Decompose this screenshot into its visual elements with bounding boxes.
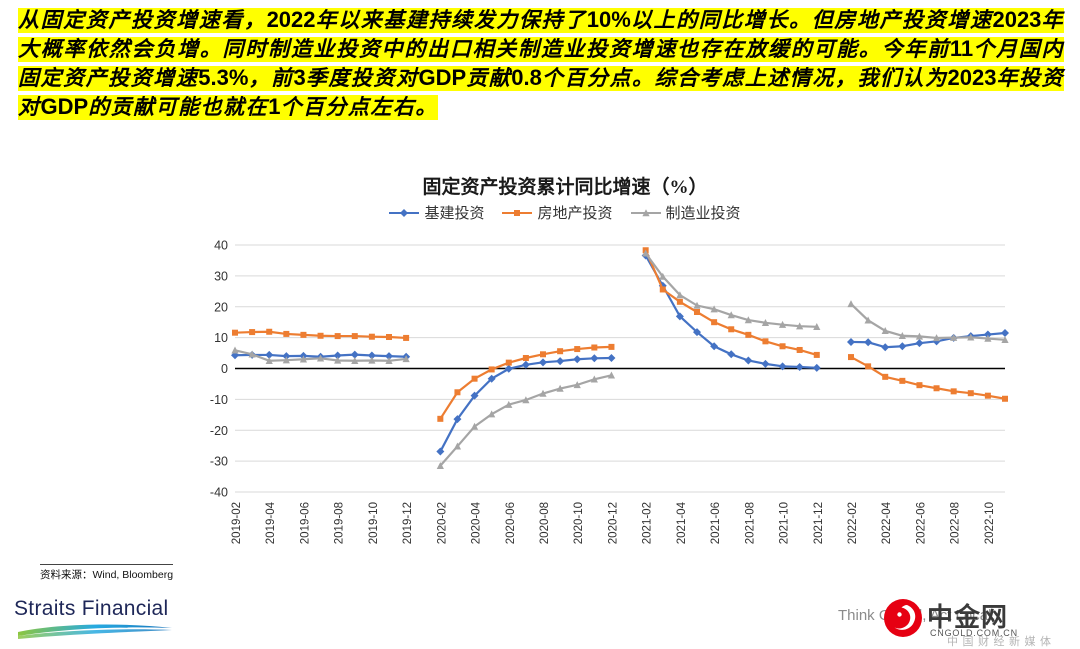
- series-基建投资: [231, 251, 1009, 456]
- legend-item-基建投资: 基建投资: [389, 202, 484, 223]
- svg-text:-30: -30: [210, 455, 228, 469]
- chart-title: 固定资产投资累计同比增速（%）: [422, 177, 708, 198]
- svg-text:2020-06: 2020-06: [505, 502, 517, 544]
- svg-text:-20: -20: [210, 424, 228, 438]
- svg-text:2022-04: 2022-04: [881, 501, 893, 544]
- svg-text:2020-12: 2020-12: [607, 502, 619, 544]
- legend-marker-icon: [630, 208, 661, 216]
- legend-marker-icon: [502, 209, 533, 216]
- svg-text:2021-08: 2021-08: [744, 502, 756, 544]
- svg-text:0: 0: [221, 362, 228, 376]
- svg-text:2019-04: 2019-04: [265, 501, 277, 544]
- svg-text:2020-08: 2020-08: [539, 502, 551, 544]
- chart-plot: -40 -30 -20 -10 0 10 20 30 40 2019-02 2019-04 2019-…: [210, 239, 1009, 544]
- straits-financial-logo: Straits Financial: [14, 597, 174, 642]
- svg-text:30: 30: [214, 269, 228, 283]
- legend-label: 房地产投资: [537, 206, 613, 222]
- cngold-domain: CNGOLD.COM.CN: [930, 628, 1018, 638]
- svg-text:2021-12: 2021-12: [813, 502, 825, 544]
- chart-legend: 基建投资 房地产投资 制造业投资: [225, 202, 905, 223]
- series-房地产投资: [232, 247, 1008, 422]
- cngold-wordmark: 中金网: [927, 602, 1009, 632]
- summary-text: 从固定资产投资增速看，2022年以来基建持续发力保持了10%以上的同比增长。但房…: [18, 6, 1065, 122]
- cngold-icon: [884, 599, 922, 637]
- legend-marker-icon: [389, 208, 420, 217]
- straits-financial-wordmark: Straits Financial: [14, 597, 169, 620]
- svg-text:2022-06: 2022-06: [915, 502, 927, 544]
- svg-text:2019-10: 2019-10: [368, 502, 380, 544]
- legend-item-制造业投资: 制造业投资: [630, 202, 741, 223]
- legend-item-房地产投资: 房地产投资: [502, 202, 613, 223]
- svg-text:2022-02: 2022-02: [847, 502, 859, 544]
- summary-highlight: 从固定资产投资增速看，2022年以来基建持续发力保持了10%以上的同比增长。但房…: [18, 7, 1065, 120]
- svg-text:2022-10: 2022-10: [984, 502, 996, 544]
- svg-text:2021-10: 2021-10: [779, 502, 791, 544]
- svg-text:2019-06: 2019-06: [299, 502, 311, 544]
- svg-text:2019-08: 2019-08: [334, 502, 346, 544]
- svg-text:2019-02: 2019-02: [231, 502, 243, 544]
- svg-text:2022-08: 2022-08: [950, 502, 962, 544]
- svg-text:2019-12: 2019-12: [402, 502, 414, 544]
- svg-text:10: 10: [214, 331, 228, 345]
- svg-text:2021-04: 2021-04: [676, 501, 688, 544]
- svg-text:40: 40: [214, 239, 228, 253]
- svg-text:2020-10: 2020-10: [573, 502, 585, 544]
- straits-swoosh-icon: [18, 624, 172, 639]
- svg-text:2020-02: 2020-02: [436, 502, 448, 544]
- svg-text:-40: -40: [210, 486, 228, 500]
- svg-text:-10: -10: [210, 393, 228, 407]
- legend-label: 基建投资: [424, 206, 485, 222]
- svg-text:2021-02: 2021-02: [642, 502, 654, 544]
- source-note: 资料来源：Wind, Bloomberg: [40, 564, 174, 582]
- legend-label: 制造业投资: [665, 206, 741, 222]
- svg-text:2021-06: 2021-06: [710, 502, 722, 544]
- series-制造业投资: [231, 249, 1009, 469]
- cngold-tagline: 中国财经新媒体: [947, 636, 1056, 648]
- svg-text:20: 20: [214, 300, 228, 314]
- source-note-text: 资料来源：Wind, Bloomberg: [40, 564, 174, 582]
- svg-text:2020-04: 2020-04: [471, 501, 483, 544]
